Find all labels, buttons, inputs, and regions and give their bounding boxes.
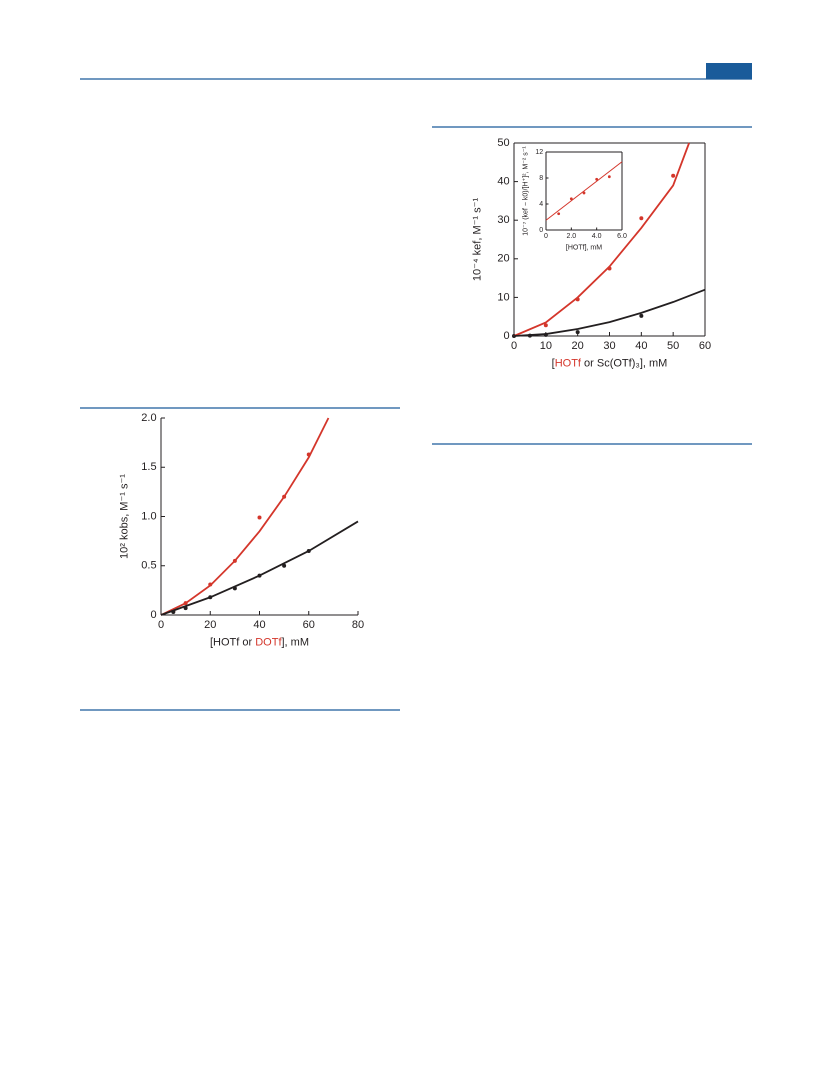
data-point [639, 313, 644, 318]
y-tick-label: 0 [539, 227, 543, 234]
x-axis-label: [HOTf or Sc(OTf)₃], mM [552, 357, 668, 369]
header-tab [706, 63, 752, 79]
y-tick-label: 1.5 [141, 461, 156, 473]
x-axis-label-part: [HOTf or [210, 636, 255, 648]
fit-line [160, 520, 359, 616]
x-tick-label: 50 [667, 340, 679, 352]
data-point [575, 330, 580, 335]
x-axis-label-part: HOTf [555, 357, 582, 369]
x-axis-label-part: [ [552, 357, 555, 369]
x-axis-label-part: or Sc(OTf)₃], mM [581, 357, 667, 369]
y-tick-label: 0 [503, 330, 509, 342]
x-axis-label: [HOTf], mM [566, 244, 602, 251]
y-tick-label: 10 [497, 291, 509, 303]
y-tick-label: 1.0 [141, 510, 156, 522]
data-point [543, 323, 548, 328]
x-tick-label: 4.0 [592, 233, 602, 240]
x-tick-label: 20 [204, 619, 216, 631]
y-axis-label: 10⁻⁷ (kef − k0)/[H⁺]², M⁻² s⁻¹ [522, 146, 530, 236]
data-point [607, 175, 611, 179]
y-tick-label: 50 [497, 137, 509, 149]
y-tick-label: 12 [535, 149, 543, 156]
data-point [257, 515, 262, 520]
x-tick-label: 0 [511, 340, 517, 352]
y-tick-label: 20 [497, 253, 509, 265]
y-axis-label: 10⁻⁴ kef, M⁻¹ s⁻¹ [472, 198, 484, 282]
fit-line [545, 161, 623, 221]
fit-line [513, 288, 706, 337]
x-tick-label: 40 [635, 340, 647, 352]
data-point [569, 197, 573, 201]
x-tick-label: 60 [699, 340, 711, 352]
fit-line [513, 142, 690, 337]
x-tick-label: 10 [540, 340, 552, 352]
y-tick-label: 0.5 [141, 560, 156, 572]
y-axis-label: 10² kobs, M⁻¹ s⁻¹ [119, 474, 131, 559]
x-tick-label: 20 [572, 340, 584, 352]
fit-line [160, 417, 330, 616]
y-tick-label: 30 [497, 214, 509, 226]
y-tick-label: 40 [497, 176, 509, 188]
data-point [582, 191, 586, 195]
chart: 0 20 40 60 80 0 0.5 1.0 1.5 2.0 [HOTf or DOTf], mM… [119, 412, 365, 649]
x-tick-label: 2.0 [566, 233, 576, 240]
chart: 0 2.0 4.0 6.0 0 4 8 12 [HOTf], mM 10⁻⁷ (kef − k0)… [522, 146, 627, 252]
x-tick-label: 0 [544, 233, 548, 240]
x-axis-label: [HOTf or DOTf], mM [210, 636, 309, 648]
x-tick-label: 0 [158, 619, 164, 631]
x-tick-label: 80 [352, 619, 364, 631]
data-point [595, 177, 599, 181]
x-tick-label: 30 [603, 340, 615, 352]
x-tick-label: 40 [253, 619, 265, 631]
x-tick-label: 60 [303, 619, 315, 631]
y-tick-label: 0 [150, 609, 156, 621]
data-point [557, 212, 561, 216]
x-axis-label-part: [HOTf], mM [566, 244, 602, 251]
data-point [639, 216, 644, 221]
x-axis-label-part: ], mM [282, 636, 310, 648]
data-point [671, 173, 676, 178]
y-tick-label: 4 [539, 201, 543, 208]
y-tick-label: 2.0 [141, 412, 156, 424]
y-tick-label: 8 [539, 175, 543, 182]
x-axis-label-part: DOTf [255, 636, 282, 648]
x-tick-label: 6.0 [617, 233, 627, 240]
